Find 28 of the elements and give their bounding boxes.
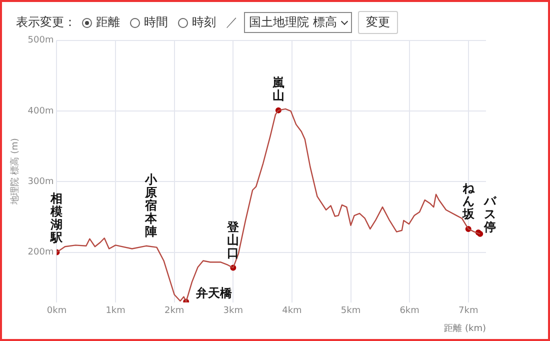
- y-tick-label: 300m: [28, 176, 54, 187]
- annotation: 弁天橋: [195, 286, 234, 300]
- y-tick-label: 400m: [28, 106, 54, 116]
- x-tick-label: 2km: [164, 306, 184, 316]
- text: 表示変更：: [16, 14, 76, 31]
- text: 距離: [96, 14, 120, 31]
- annotation: 相模湖駅: [50, 191, 64, 244]
- annotation: 嵐山: [271, 75, 284, 102]
- text: ／: [226, 14, 238, 31]
- y-tick-label: 500m: [28, 36, 54, 46]
- annotation: ねん坂: [461, 181, 476, 222]
- annotation: バス停: [483, 194, 498, 234]
- x-axis-title: 距離 (km): [444, 322, 486, 334]
- x-tick-label: 4km: [282, 306, 302, 316]
- y-axis-title: 地理院 標高 (m): [10, 138, 21, 206]
- text: 時刻: [192, 14, 216, 31]
- x-tick-label: 3km: [223, 306, 244, 316]
- x-tick-label: 5km: [340, 306, 361, 316]
- annotation: 小原宿本陣: [144, 172, 158, 239]
- y-tick-label: 200m: [28, 248, 54, 258]
- x-tick-label: 6km: [400, 306, 420, 316]
- button: 変更: [358, 11, 398, 34]
- x-tick-label: 7km: [458, 306, 478, 316]
- annotation: 登山口: [226, 220, 240, 260]
- x-tick-label: 1km: [106, 306, 126, 316]
- x-tick-label: 0km: [46, 306, 67, 316]
- dropdown-select: 国土地理院 標高: [244, 12, 352, 33]
- text: 時間: [144, 14, 168, 31]
